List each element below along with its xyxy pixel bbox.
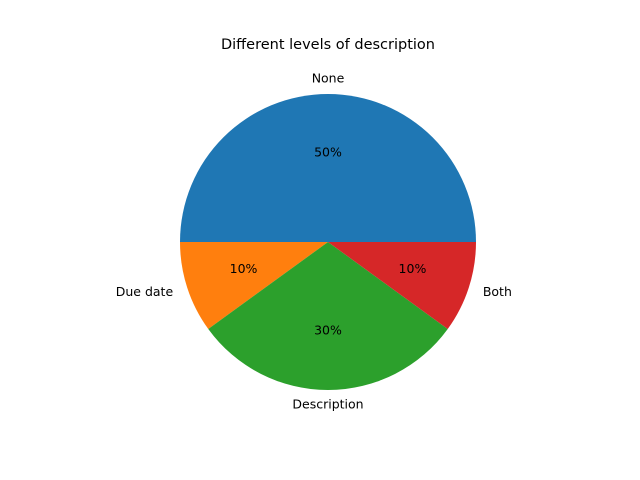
pie-slices — [180, 94, 476, 390]
slice-label-description: Description — [292, 396, 363, 411]
chart-title: Different levels of description — [221, 37, 435, 53]
slice-label-none: None — [312, 71, 345, 86]
pie-labels: None 50% Due date 10% Description 30% Both 10% — [116, 71, 512, 412]
slice-label-both: Both — [483, 284, 512, 299]
percent-label-both: 10% — [399, 261, 427, 276]
percent-label-description: 30% — [314, 322, 342, 337]
slice-label-due-date: Due date — [116, 284, 174, 299]
pie-slice-description — [208, 242, 448, 390]
percent-label-none: 50% — [314, 145, 342, 160]
pie-slice-none — [180, 94, 476, 242]
percent-label-due-date: 10% — [230, 261, 258, 276]
pie-slice-both — [328, 242, 476, 329]
pie-slice-due-date — [180, 242, 328, 329]
